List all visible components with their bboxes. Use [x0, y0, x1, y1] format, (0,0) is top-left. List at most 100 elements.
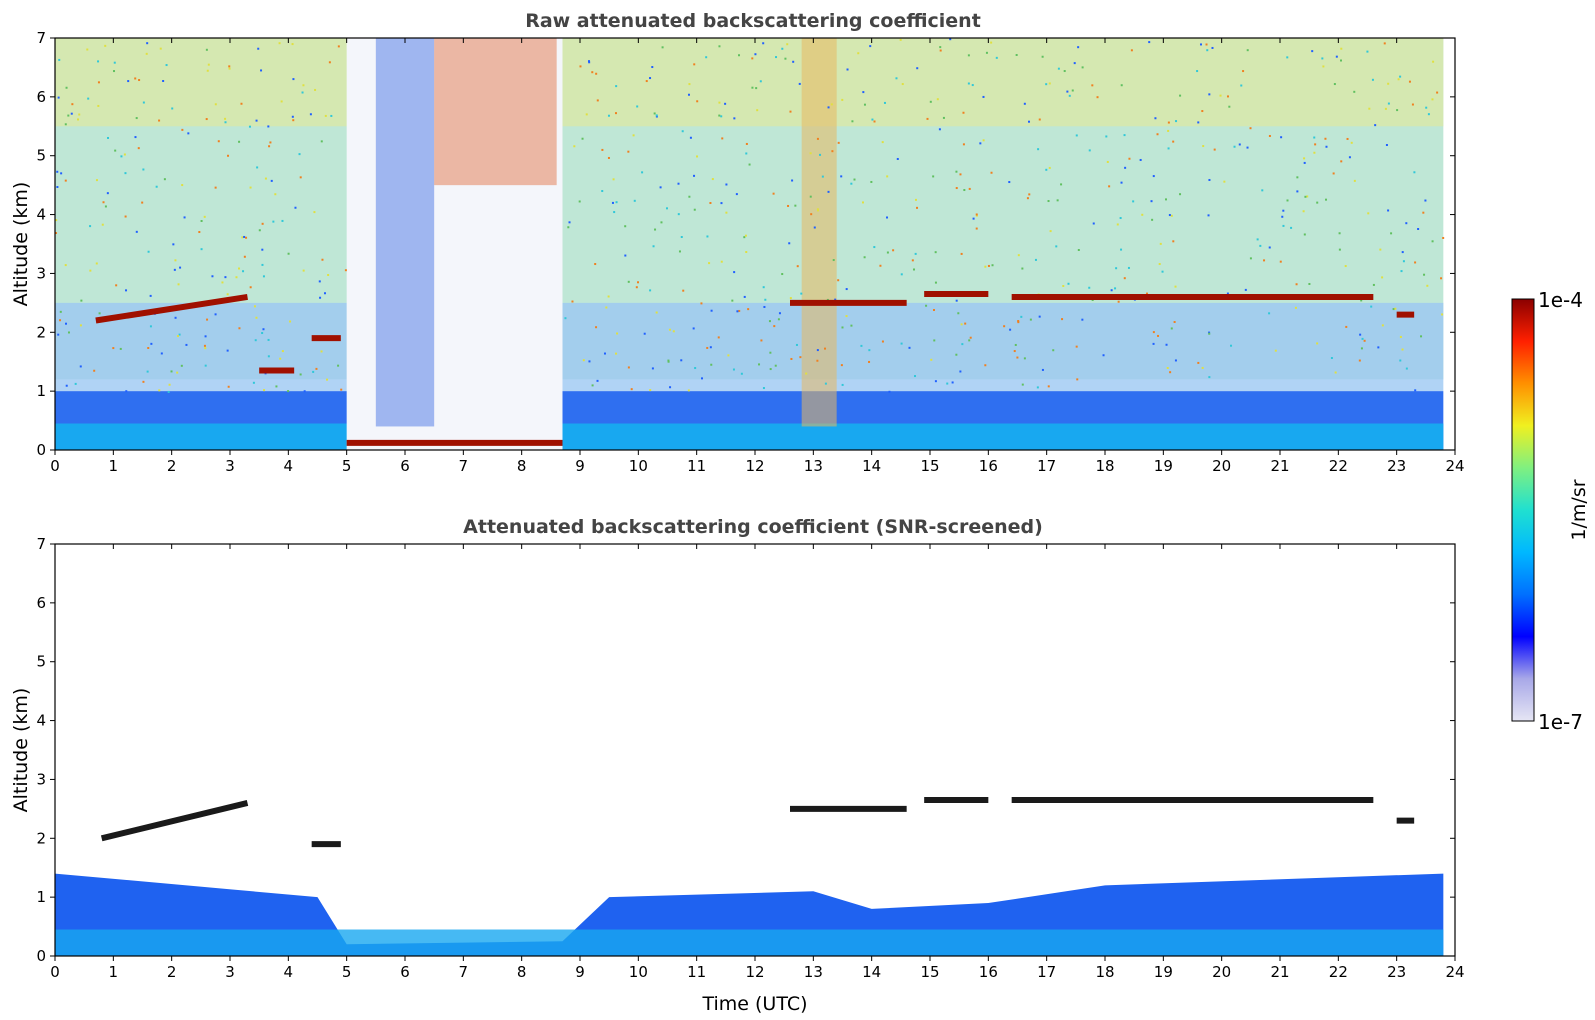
- x-tick-label: 9: [575, 457, 585, 475]
- noise-speckle: [1208, 178, 1211, 181]
- noise-speckle: [939, 46, 942, 49]
- noise-speckle: [1041, 368, 1044, 371]
- noise-speckle: [1377, 346, 1380, 349]
- noise-speckle: [1321, 57, 1324, 60]
- noise-speckle: [939, 49, 942, 52]
- noise-speckle: [1268, 134, 1271, 137]
- noise-speckle: [64, 322, 67, 325]
- noise-speckle: [930, 358, 933, 361]
- high-noise-window: [434, 38, 557, 186]
- noise-speckle: [745, 251, 748, 254]
- noise-speckle: [1274, 349, 1277, 352]
- noise-speckle: [238, 327, 241, 330]
- noise-speckle: [567, 226, 570, 229]
- noise-speckle: [934, 251, 937, 254]
- noise-speckle: [769, 351, 772, 354]
- noise-speckle: [77, 118, 80, 121]
- noise-speckle: [1047, 385, 1050, 388]
- noise-speckle: [173, 268, 176, 271]
- noise-speckle: [881, 340, 884, 343]
- y-tick-label: 3: [36, 770, 46, 788]
- y-tick-label: 4: [36, 712, 46, 730]
- noise-speckle: [816, 137, 819, 140]
- noise-speckle: [613, 211, 616, 214]
- noise-speckle: [995, 56, 998, 59]
- noise-speckle: [67, 114, 70, 117]
- noise-speckle: [1014, 343, 1017, 346]
- noise-speckle: [1108, 185, 1111, 188]
- noise-speckle: [255, 119, 258, 122]
- noise-speckle: [1413, 171, 1416, 174]
- noise-speckle: [1304, 195, 1307, 198]
- noise-speckle: [763, 305, 766, 308]
- noise-speckle: [868, 360, 871, 363]
- y-tick-label: 0: [36, 441, 46, 459]
- noise-speckle: [984, 265, 987, 268]
- noise-speckle: [1026, 197, 1029, 200]
- noise-speckle: [214, 313, 217, 316]
- noise-speckle: [1308, 282, 1311, 285]
- boundary-layer-base: [55, 423, 1444, 450]
- noise-speckle: [102, 201, 105, 204]
- noise-speckle: [56, 186, 59, 189]
- noise-speckle: [821, 175, 824, 178]
- panel-screened-ylabel: Altitude (km): [10, 688, 32, 813]
- noise-speckle: [57, 333, 60, 336]
- noise-speckle: [1332, 172, 1335, 175]
- noise-speckle: [198, 231, 201, 234]
- noise-speckle: [1261, 189, 1264, 192]
- noise-speckle: [732, 368, 735, 371]
- noise-speckle: [146, 370, 149, 373]
- noise-speckle: [1168, 214, 1171, 217]
- noise-speckle: [788, 242, 791, 245]
- noise-speckle: [774, 364, 777, 367]
- noise-speckle: [1286, 56, 1289, 59]
- noise-speckle: [705, 56, 708, 59]
- noise-speckle: [911, 259, 914, 262]
- noise-speckle: [1013, 350, 1016, 353]
- noise-speckle: [1440, 277, 1443, 280]
- noise-speckle: [1381, 324, 1384, 327]
- noise-speckle: [1196, 70, 1199, 73]
- noise-speckle: [1197, 361, 1200, 364]
- noise-speckle: [159, 47, 162, 50]
- noise-speckle: [261, 222, 264, 225]
- noise-speckle: [816, 359, 819, 362]
- noise-speckle: [289, 320, 292, 323]
- noise-speckle: [60, 172, 63, 175]
- noise-speckle: [147, 250, 150, 253]
- noise-speckle: [1316, 342, 1319, 345]
- noise-speckle: [261, 263, 264, 266]
- noise-speckle: [914, 252, 917, 255]
- noise-speckle: [1202, 145, 1205, 148]
- noise-speckle: [1048, 166, 1051, 169]
- noise-speckle: [696, 100, 699, 103]
- noise-speckle: [696, 155, 699, 158]
- x-tick-label: 24: [1445, 457, 1464, 475]
- noise-speckle: [55, 219, 58, 222]
- noise-speckle: [67, 331, 70, 334]
- noise-speckle: [280, 100, 283, 103]
- noise-speckle: [79, 365, 82, 368]
- noise-speckle: [319, 296, 322, 299]
- noise-speckle: [162, 79, 165, 82]
- noise-speckle: [238, 140, 241, 143]
- noise-speckle: [1233, 145, 1236, 148]
- noise-speckle: [677, 182, 680, 185]
- noise-speckle: [1167, 147, 1170, 150]
- noise-speckle: [281, 350, 284, 353]
- noise-speckle: [1036, 386, 1039, 389]
- noise-speckle: [594, 263, 597, 266]
- noise-speckle: [936, 98, 939, 101]
- noise-speckle: [176, 371, 179, 374]
- noise-speckle: [790, 357, 793, 360]
- panel-raw: Raw attenuated backscattering coefficien…: [10, 10, 1465, 475]
- noise-speckle: [1071, 89, 1074, 92]
- noise-speckle: [857, 52, 860, 55]
- noise-speckle: [228, 65, 231, 68]
- noise-speckle: [693, 174, 696, 177]
- noise-speckle: [841, 383, 844, 386]
- noise-speckle: [299, 176, 302, 179]
- noise-speckle: [205, 48, 208, 51]
- noise-speckle: [748, 163, 751, 166]
